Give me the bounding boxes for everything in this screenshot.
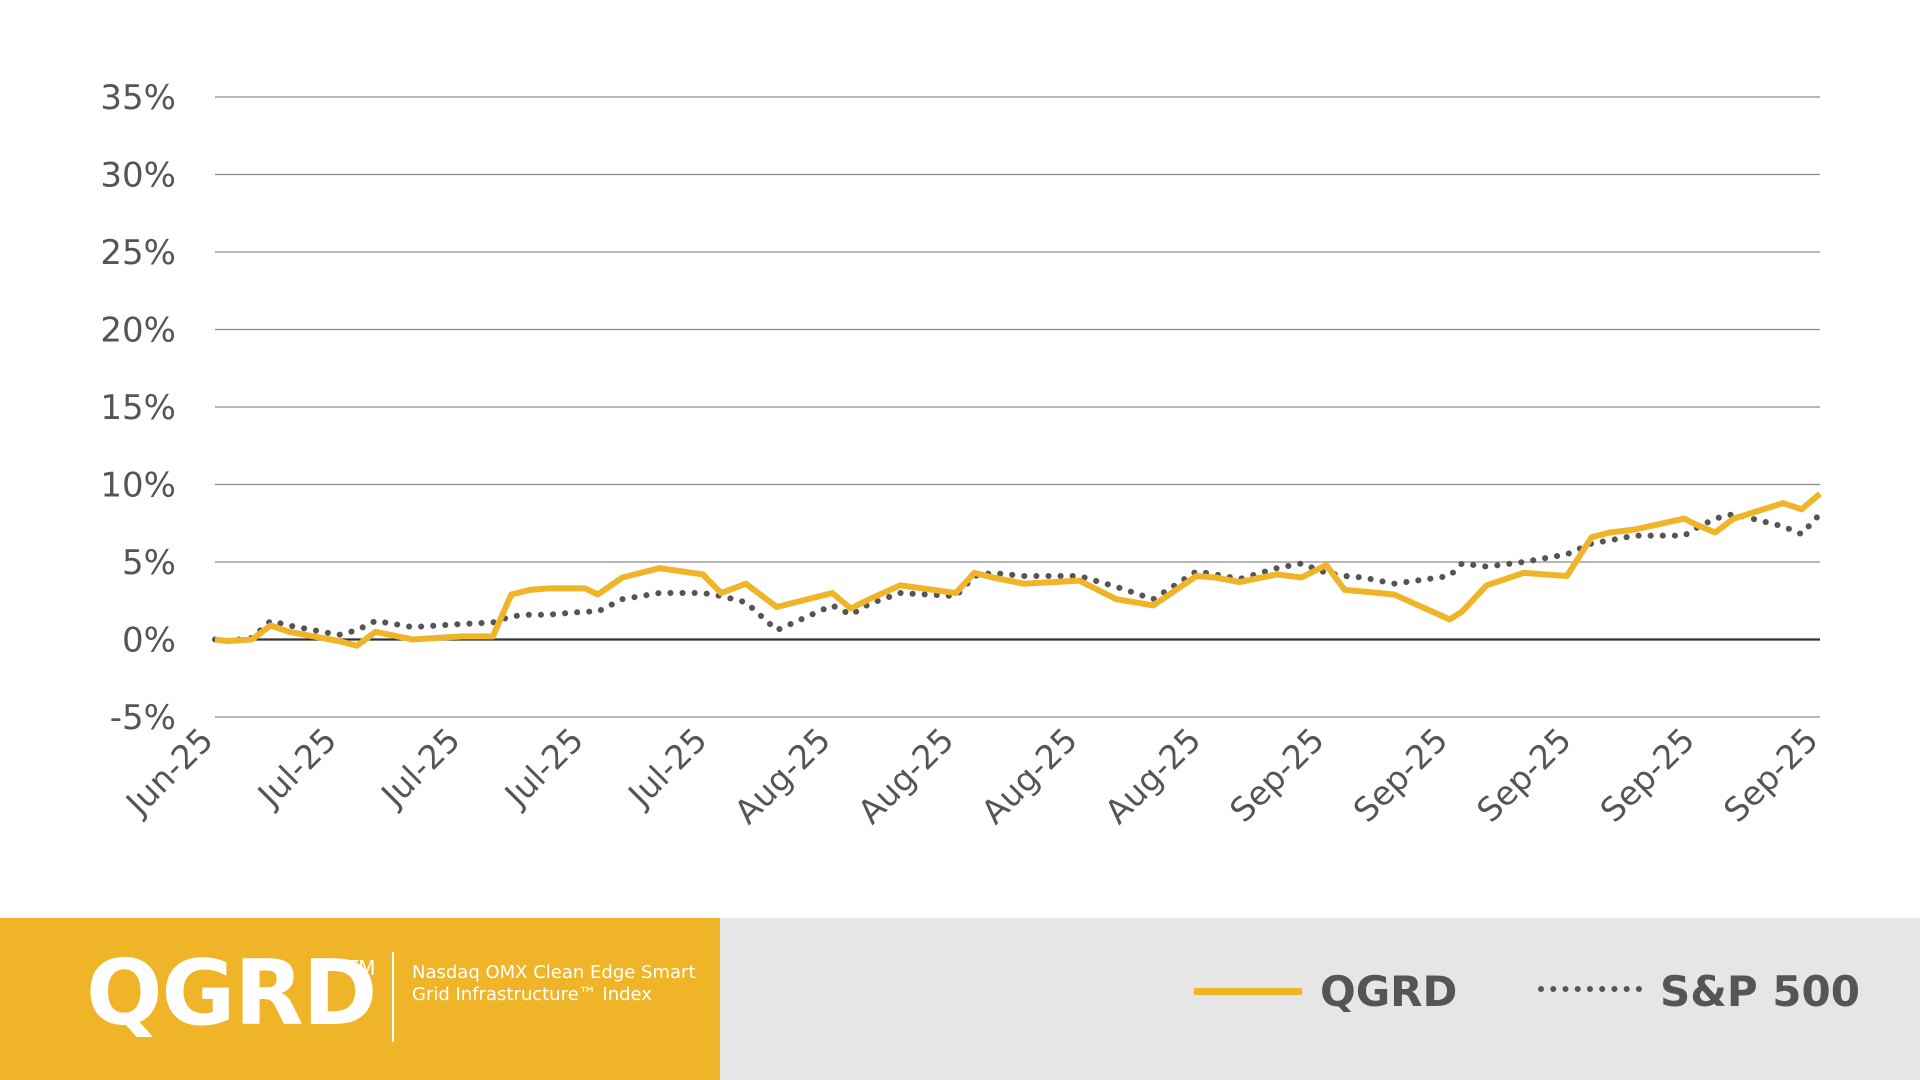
x-tick-label: Aug-25 <box>850 720 961 831</box>
legend-qgrd-label: QGRD <box>1320 967 1458 1016</box>
y-tick-label: -5% <box>110 698 176 738</box>
brand-panel: QGRD TM Nasdaq OMX Clean Edge Smart Grid… <box>0 918 720 1080</box>
y-tick-label: 25% <box>100 233 176 273</box>
footer-bar: QGRD TM Nasdaq OMX Clean Edge Smart Grid… <box>0 918 1920 1080</box>
chart-area: -5% 0% 5% 10% 15% 20% 25% 30% 35% Jun-25 Jul-25 Ju… <box>100 78 1826 831</box>
x-tick-label: Jul-25 <box>249 720 344 815</box>
x-axis-ticks: Jun-25 Jul-25 Jul-25 Jul-25 Jul-25 Aug-25 Aug-… <box>117 720 1826 831</box>
fund-ticker: QGRD <box>86 941 377 1046</box>
x-tick-label: Jul-25 <box>496 720 591 815</box>
y-tick-label: 10% <box>100 466 176 506</box>
y-tick-label: 5% <box>122 543 176 583</box>
legend-sp500-swatch <box>1538 986 1642 992</box>
series-line-qgrd <box>214 491 1822 649</box>
y-tick-label: 15% <box>100 388 176 428</box>
index-name: Nasdaq OMX Clean Edge Smart Grid Infrast… <box>412 962 696 1005</box>
y-tick-label: 30% <box>100 156 176 196</box>
grid-layer <box>215 96 1820 718</box>
x-tick-label: Jul-25 <box>372 720 467 815</box>
x-tick-label: Sep-25 <box>1469 720 1579 830</box>
x-tick-label: Sep-25 <box>1222 720 1332 830</box>
x-tick-label: Aug-25 <box>974 720 1085 831</box>
line-chart: -5%0%5%10%15%20%25%30%35% Jun-25 Jul-25 Ju… <box>100 78 1826 831</box>
x-tick-label: Aug-25 <box>1097 720 1208 831</box>
legend-sp500-label: S&P 500 <box>1660 967 1860 1016</box>
x-tick-label: Jul-25 <box>619 720 714 815</box>
y-tick-label: 35% <box>100 78 176 118</box>
trademark-mark: TM <box>346 956 376 980</box>
x-tick-label: Aug-25 <box>727 720 838 831</box>
series-layer <box>212 491 1823 649</box>
y-tick-label: 20% <box>100 311 176 351</box>
y-axis-ticks: -5% 0% 5% 10% 15% 20% 25% 30% 35% <box>100 78 176 738</box>
series-line-sp500 <box>212 511 1823 644</box>
x-tick-label: Sep-25 <box>1593 720 1703 830</box>
x-tick-label: Sep-25 <box>1346 720 1456 830</box>
brand-divider <box>392 952 394 1042</box>
legend-qgrd-swatch <box>1194 988 1302 995</box>
y-tick-label: 0% <box>122 621 176 661</box>
x-tick-label: Sep-25 <box>1716 720 1826 830</box>
